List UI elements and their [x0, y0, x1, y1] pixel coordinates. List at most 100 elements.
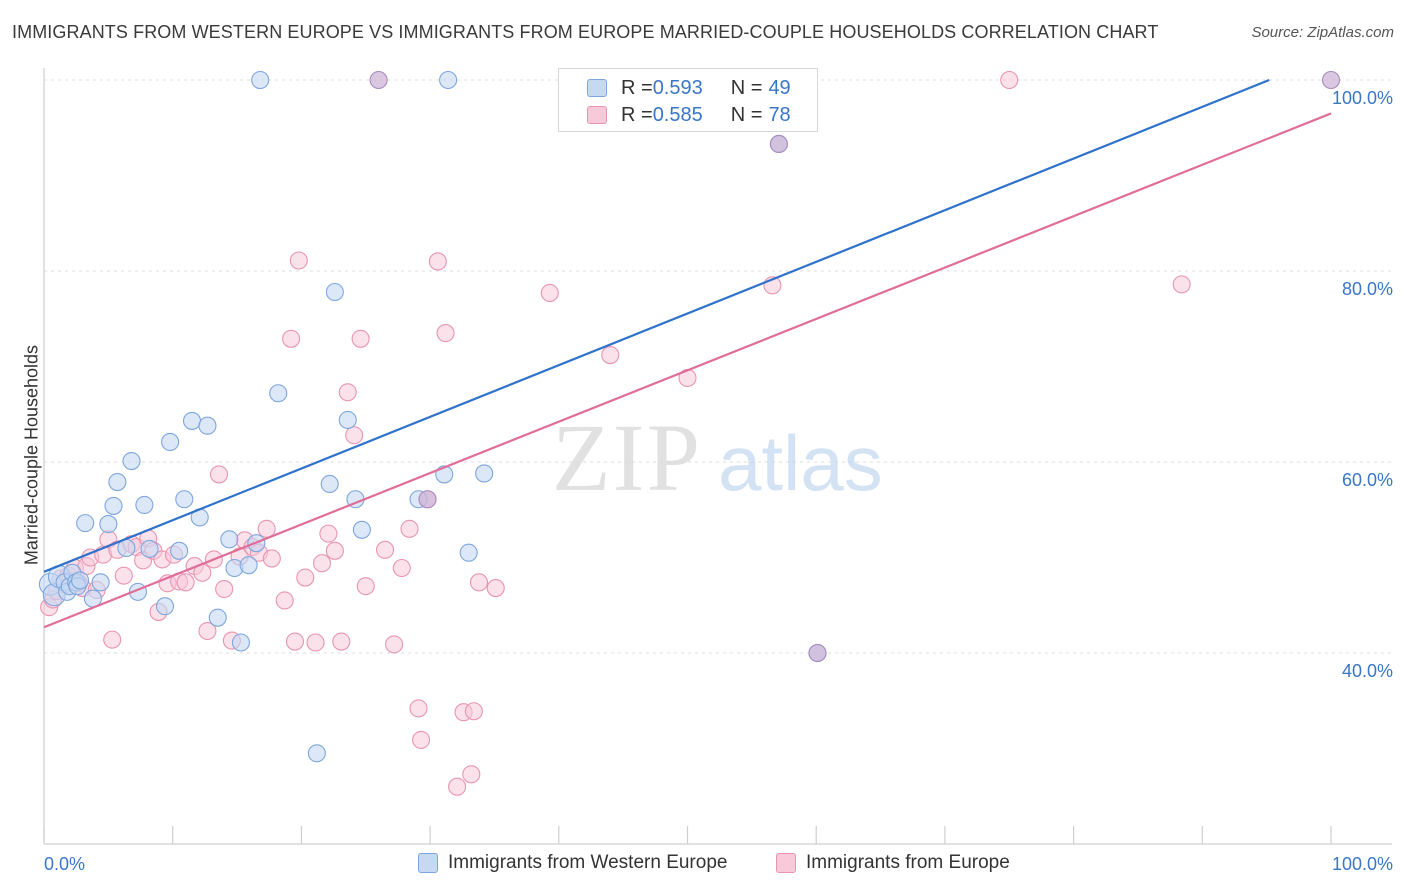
data-point-western: [182, 411, 202, 430]
bottom-legend-swatch-europe: [776, 853, 796, 873]
y-tick-label: 40.0%: [1342, 661, 1393, 681]
data-point-europe: [275, 591, 294, 610]
series-western-points: [38, 70, 827, 763]
data-point-western: [175, 490, 194, 509]
bottom-legend-western: Immigrants from Western Europe: [418, 852, 727, 874]
data-point-europe: [312, 554, 332, 573]
data-point-overlap: [369, 70, 388, 90]
data-point-europe: [198, 621, 217, 641]
data-point-europe: [356, 577, 375, 596]
data-point-europe: [114, 566, 133, 585]
data-point-overlap: [769, 134, 788, 154]
bottom-legend-swatch-western: [418, 853, 438, 873]
legend-r-label: R =: [621, 76, 653, 99]
data-point-western: [231, 633, 250, 652]
axes: [43, 68, 1392, 845]
legend-r-value-europe: 0.585: [652, 103, 703, 126]
legend-swatch-europe: [587, 106, 607, 124]
data-point-europe: [306, 633, 325, 652]
data-point-western: [338, 410, 357, 430]
data-point-europe: [345, 426, 364, 445]
data-point-western: [352, 520, 371, 539]
data-point-western: [475, 464, 494, 483]
data-point-western: [320, 474, 339, 494]
data-point-europe: [282, 329, 301, 348]
data-point-europe: [428, 252, 447, 271]
data-point-western: [220, 530, 239, 549]
legend-n-label: N =: [730, 103, 763, 126]
data-point-western: [140, 539, 159, 558]
data-point-western: [439, 70, 458, 90]
tick-labels: 0.0% 100.0% 100.0% 80.0% 60.0% 40.0%: [44, 88, 1393, 874]
data-point-europe: [464, 702, 483, 721]
bottom-legend-europe: Immigrants from Europe: [776, 852, 1010, 874]
data-point-europe: [540, 283, 559, 303]
x-tick-label: 100.0%: [1332, 854, 1393, 874]
data-point-europe: [1172, 275, 1191, 294]
data-point-western: [269, 384, 288, 403]
data-point-europe: [436, 324, 455, 343]
data-point-western: [122, 451, 141, 471]
data-point-western: [307, 744, 326, 763]
data-point-europe: [296, 568, 315, 587]
source-label: Source: ZipAtlas.com: [1251, 24, 1394, 41]
trend-lines: [43, 78, 1332, 629]
bottom-legend-label-western: Immigrants from Western Europe: [448, 852, 728, 873]
data-point-europe: [400, 519, 419, 538]
data-point-europe: [376, 540, 395, 559]
data-point-western: [99, 515, 118, 534]
data-point-western: [70, 571, 90, 590]
data-point-europe: [338, 383, 357, 402]
data-point-western: [76, 514, 95, 533]
bottom-legend-label-europe: Immigrants from Europe: [806, 852, 1010, 873]
data-point-europe: [215, 579, 234, 599]
data-point-western: [208, 608, 227, 627]
data-point-europe: [486, 579, 505, 598]
data-point-overlap: [418, 490, 437, 509]
data-point-europe: [209, 465, 229, 484]
watermark-zip: ZIP: [552, 404, 702, 511]
y-tick-label: 100.0%: [1332, 88, 1393, 108]
data-point-europe: [103, 630, 122, 649]
data-point-western: [198, 416, 217, 435]
data-point-western: [91, 573, 110, 592]
data-point-europe: [285, 632, 305, 651]
data-point-europe: [332, 632, 351, 651]
data-point-europe: [409, 699, 428, 718]
legend-n-label: N =: [730, 76, 763, 99]
data-point-western: [104, 496, 123, 515]
legend-row-western: R = 0.593 N = 49: [587, 75, 791, 101]
data-point-europe: [351, 329, 370, 348]
data-point-europe: [262, 549, 281, 568]
legend-n-value-western: 49: [768, 76, 791, 99]
data-point-europe: [469, 573, 489, 592]
data-point-europe: [289, 251, 308, 270]
trend-line-europe: [43, 112, 1332, 629]
data-point-overlap: [808, 643, 827, 663]
data-point-europe: [176, 573, 195, 592]
legend-swatch-western: [587, 79, 607, 97]
data-point-europe: [319, 524, 338, 543]
watermark-atlas: atlas: [718, 419, 883, 507]
data-point-europe: [392, 558, 411, 578]
data-point-europe: [601, 345, 620, 365]
correlation-legend: R = 0.593 N = 49 R = 0.585 N = 78: [558, 68, 818, 132]
data-point-europe: [385, 635, 404, 654]
data-point-western: [459, 543, 478, 562]
data-point-western: [108, 473, 127, 492]
data-point-western: [170, 541, 189, 560]
legend-r-value-western: 0.593: [652, 76, 703, 99]
data-point-western: [155, 597, 175, 616]
watermark: ZIP atlas: [552, 404, 883, 511]
data-point-western: [161, 432, 180, 451]
x-tick-label: 0.0%: [44, 854, 85, 874]
y-tick-label: 60.0%: [1342, 470, 1393, 490]
data-point-europe: [412, 730, 431, 749]
data-point-europe: [462, 765, 481, 784]
data-point-western: [239, 556, 258, 575]
y-axis-label: Married-couple Households: [21, 344, 42, 566]
data-point-europe: [1000, 70, 1019, 90]
data-point-western: [325, 282, 344, 302]
legend-r-label: R =: [621, 103, 653, 126]
